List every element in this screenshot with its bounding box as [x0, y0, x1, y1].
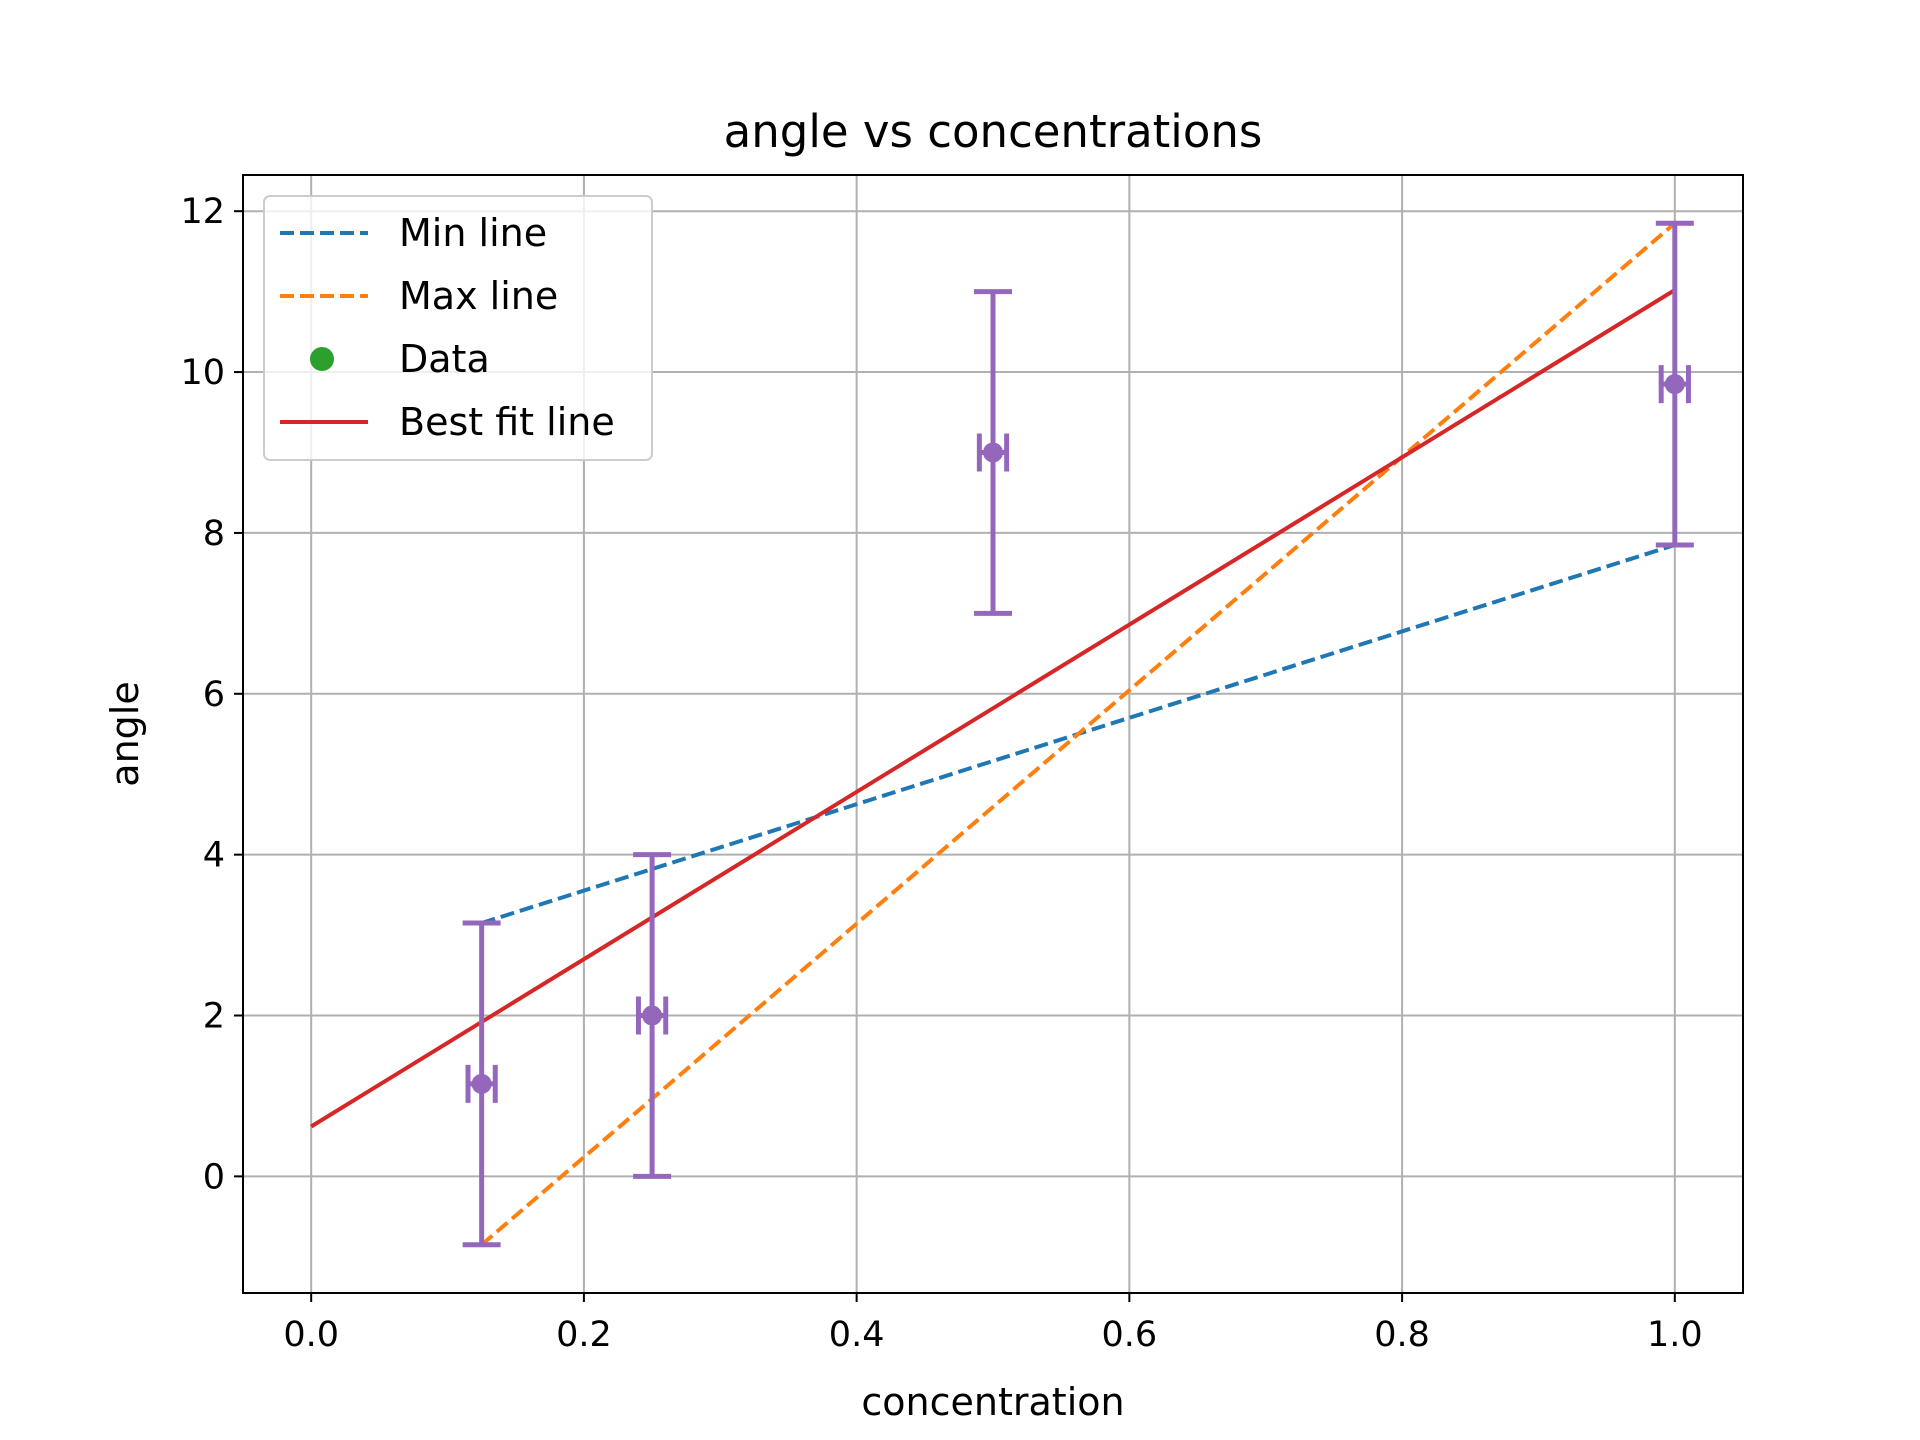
x-tick-label: 0.6 [1102, 1315, 1158, 1355]
chart-title: angle vs concentrations [724, 105, 1263, 158]
x-tick-label: 1.0 [1647, 1315, 1703, 1355]
legend: Min line Max line Data Best fit line [263, 195, 653, 461]
x-tick-label: 0.8 [1374, 1315, 1430, 1355]
legend-label-min-line: Min line [399, 211, 547, 255]
plot-frame [242, 174, 1744, 1294]
legend-frame [263, 195, 653, 461]
ticks: 0.0 0.2 0.4 0.6 0.8 1.0 0 2 4 6 8 10 12 [180, 192, 1702, 1355]
legend-label-data: Data [399, 337, 490, 381]
y-tick-label: 10 [180, 353, 225, 393]
best-fit-line-series [310, 288, 1676, 1129]
legend-swatch-data [310, 347, 334, 371]
x-axis-label: concentration [861, 1380, 1124, 1424]
y-tick-label: 6 [203, 675, 225, 715]
x-tick-label: 0.4 [829, 1315, 885, 1355]
y-axis-label: angle [103, 681, 147, 786]
legend-label-max-line: Max line [399, 274, 558, 318]
x-tick-label: 0.2 [556, 1315, 612, 1355]
data-point [642, 1005, 663, 1026]
data-point [1664, 374, 1685, 395]
legend-label-best-fit-line: Best fit line [399, 400, 615, 444]
data-point [471, 1073, 492, 1094]
x-tick-label: 0.0 [283, 1315, 339, 1355]
plot-lines [310, 221, 1677, 1247]
y-tick-label: 2 [203, 997, 225, 1037]
data-point [983, 442, 1003, 463]
y-tick-label: 8 [203, 514, 225, 554]
y-tick-label: 12 [180, 192, 225, 232]
errorbars [462, 220, 1694, 1248]
y-tick-label: 4 [203, 836, 225, 876]
y-tick-label: 0 [203, 1157, 225, 1197]
max-line-series [480, 221, 1677, 1247]
